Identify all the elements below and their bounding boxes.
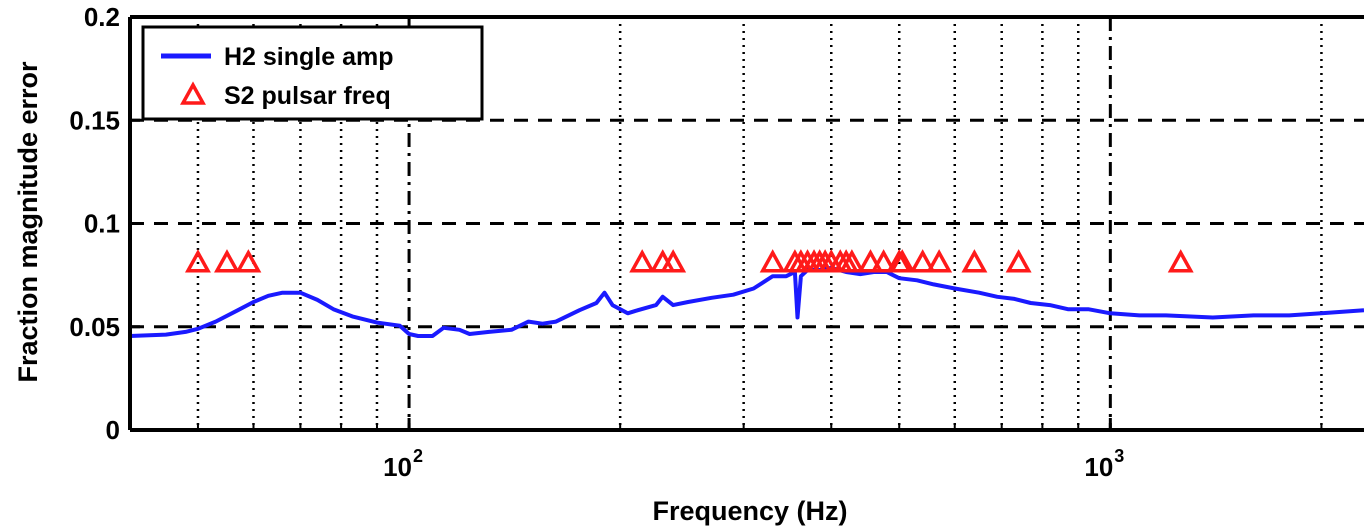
data-layer (129, 249, 1364, 338)
tick-labels: 0 0.05 0.1 0.15 0.2 102 103 (69, 2, 1124, 482)
x-tick-label: 102 (383, 446, 423, 482)
legend: H2 single amp S2 pulsar freq (141, 25, 484, 121)
pulsar-marker (870, 249, 897, 273)
series-line-h2-single-amp (129, 265, 1364, 338)
y-tick-label: 0.15 (69, 105, 120, 135)
pulsar-marker (660, 249, 687, 273)
x-tick-label: 103 (1084, 446, 1124, 482)
pulsar-marker (1167, 249, 1194, 273)
y-tick-label: 0.05 (69, 312, 120, 342)
pulsar-marker (1005, 249, 1032, 273)
legend-label-line: H2 single amp (224, 43, 394, 71)
y-tick-label: 0.1 (84, 209, 120, 239)
y-tick-label: 0.2 (84, 2, 120, 32)
pulsar-marker (961, 249, 988, 273)
pulsar-marker (909, 249, 936, 273)
legend-triangle-swatch (180, 81, 206, 105)
pulsar-marker (759, 249, 786, 273)
pulsar-marker (889, 249, 916, 273)
legend-label-scatter: S2 pulsar freq (224, 82, 391, 110)
pulsar-marker (629, 249, 656, 273)
axes (128, 15, 1364, 432)
pulsar-marker (838, 249, 865, 273)
y-tick-label: 0 (106, 415, 120, 445)
x-tick-exponent: 2 (413, 446, 423, 466)
pulsar-marker (926, 249, 953, 273)
y-axis-label: Fraction magnitude error (13, 61, 43, 383)
pulsar-marker (235, 249, 262, 273)
pulsar-marker (857, 249, 884, 273)
x-tick-exponent: 3 (1114, 446, 1124, 466)
pulsar-marker (184, 249, 211, 273)
x-axis-label: Frequency (Hz) (652, 496, 847, 526)
pulsar-marker (214, 249, 240, 273)
